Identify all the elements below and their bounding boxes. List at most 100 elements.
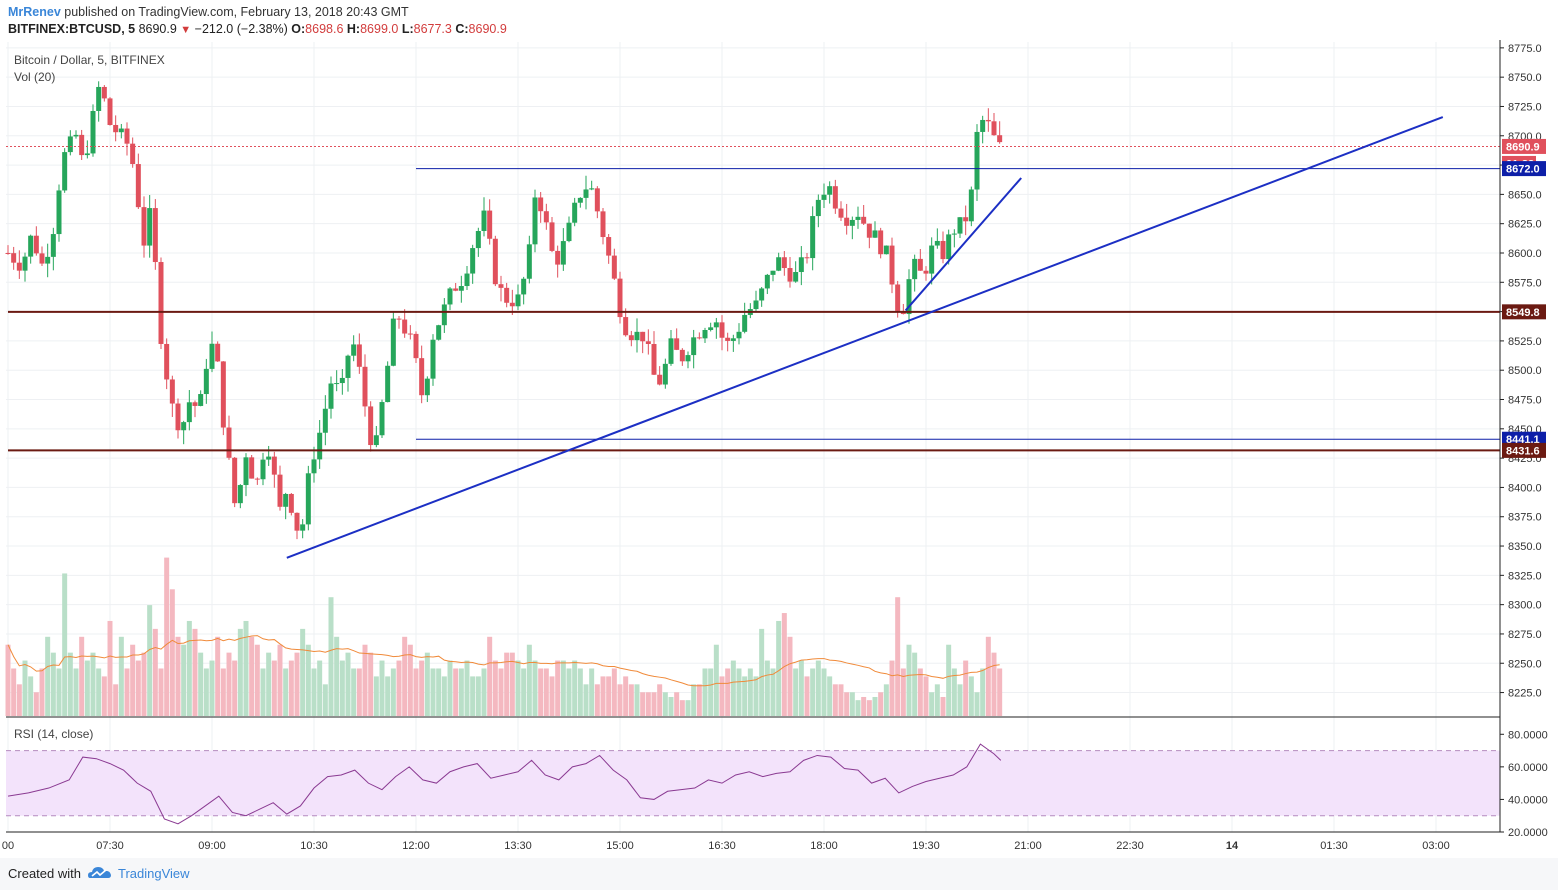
candle-body	[300, 524, 306, 531]
candle-body	[555, 250, 561, 265]
candle-body	[322, 408, 328, 433]
time-tick-label: 18:00	[810, 840, 838, 852]
volume-bar	[209, 660, 215, 716]
volume-bar	[311, 668, 317, 716]
volume-bar	[220, 668, 226, 716]
candle-body	[872, 230, 878, 238]
volume-bar	[696, 684, 702, 716]
volume-bar	[90, 652, 96, 716]
candle-body	[237, 485, 243, 504]
symbol-label: BITFINEX:BTCUSD, 5	[8, 22, 136, 36]
volume-bar	[373, 676, 379, 716]
candle-body	[912, 258, 918, 280]
candle-body	[628, 335, 634, 341]
tradingview-brand-link[interactable]: TradingView	[118, 866, 190, 881]
price-tick-label: 8325.0	[1508, 570, 1542, 582]
price-label-box	[1502, 304, 1546, 320]
candle-body	[866, 223, 872, 238]
volume-bar	[600, 676, 606, 716]
candle-body	[583, 189, 589, 198]
volume-bar	[300, 628, 306, 716]
volume-bar	[849, 692, 855, 716]
volume-bar	[328, 597, 334, 716]
candle-body	[175, 403, 181, 431]
price-tick-label: 8300.0	[1508, 600, 1542, 612]
volume-bar	[555, 660, 561, 716]
volume-bar	[793, 668, 799, 716]
volume-bar	[84, 660, 90, 716]
volume-bar	[963, 660, 969, 716]
candle-body	[634, 331, 640, 341]
candle-body	[413, 333, 419, 359]
volume-bar	[957, 684, 963, 716]
volume-bar	[203, 668, 209, 716]
candle-body	[917, 258, 923, 271]
volume-bar	[560, 660, 566, 716]
candle-body	[107, 98, 113, 125]
candle-body	[402, 319, 408, 334]
volume-bar	[566, 668, 572, 716]
candle-body	[515, 294, 521, 307]
volume-bar	[192, 628, 198, 716]
volume-bar	[951, 668, 957, 716]
candle-body	[600, 211, 606, 238]
price-tick-label: 8475.0	[1508, 395, 1542, 407]
volume-bar	[243, 620, 249, 716]
volume-bar	[753, 676, 759, 716]
volume-bar	[515, 660, 521, 716]
candle-body	[963, 217, 969, 222]
candle-body	[923, 270, 929, 274]
volume-bar	[594, 684, 600, 716]
candle-body	[560, 241, 566, 265]
volume-bar	[572, 660, 578, 716]
candle-body	[419, 358, 425, 396]
volume-bar	[781, 613, 787, 716]
candle-body	[759, 288, 765, 301]
candle-body	[651, 343, 657, 375]
volume-bar	[906, 644, 912, 716]
volume-bar	[254, 644, 260, 716]
candle-body	[498, 284, 504, 288]
volume-bar	[368, 652, 374, 716]
candle-body	[441, 304, 447, 326]
candle-body	[169, 379, 175, 404]
volume-bar	[991, 652, 997, 716]
volume-ma-line	[7, 635, 1000, 687]
candle-body	[764, 274, 770, 289]
volume-bar	[101, 676, 107, 716]
candle-body	[362, 366, 368, 407]
price-chart[interactable]: 8225.0 8250.0 8275.0 8300.0 8325.0 8350.0 8375…	[0, 40, 1558, 858]
candle-body	[158, 262, 164, 344]
candle-body	[232, 457, 238, 504]
volume-bar	[339, 660, 345, 716]
volume-bar	[322, 684, 328, 716]
candle-body	[5, 252, 11, 254]
candle-body	[215, 343, 221, 362]
price-label-box	[1502, 138, 1546, 154]
volume-bar	[379, 660, 385, 716]
candle-body	[617, 278, 623, 318]
volume-bar	[447, 660, 453, 716]
candle-body	[390, 318, 396, 366]
candle-body	[878, 230, 884, 255]
candle-body	[742, 314, 748, 332]
volume-bar	[16, 684, 22, 716]
volume-bar	[838, 684, 844, 716]
price-tick-label: 8250.0	[1508, 658, 1542, 670]
volume-bar	[79, 636, 85, 716]
candle-body	[674, 338, 680, 350]
author-link[interactable]: MrRenev	[8, 5, 61, 19]
volume-bar	[152, 628, 158, 716]
volume-bar	[113, 684, 119, 716]
candle-body	[266, 456, 272, 460]
volume-bar	[11, 668, 17, 716]
volume-bar	[475, 676, 481, 716]
candle-body	[260, 459, 266, 480]
volume-bar	[237, 628, 243, 716]
volume-bar	[232, 660, 238, 716]
candle-body	[147, 208, 153, 246]
volume-bar	[5, 644, 11, 716]
candle-body	[521, 278, 527, 295]
candle-body	[62, 152, 68, 191]
volume-bar	[589, 668, 595, 716]
